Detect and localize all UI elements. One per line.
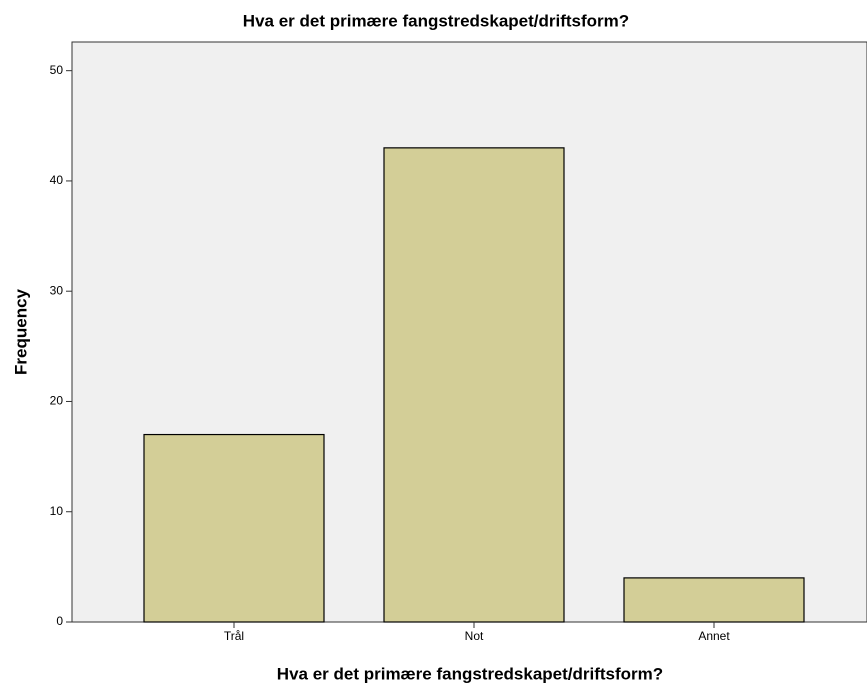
y-tick-label: 50 [50, 63, 64, 77]
bar [143, 433, 325, 623]
bar [383, 147, 565, 623]
x-tick-label: Trål [224, 629, 244, 643]
y-tick-label: 40 [50, 173, 64, 187]
x-tick-label: Not [465, 629, 484, 643]
y-tick-label: 30 [50, 283, 64, 297]
x-tick-label: Annet [698, 629, 730, 643]
y-tick-label: 0 [56, 614, 63, 628]
x-axis-label: Hva er det primære fangstredskapet/drift… [277, 664, 663, 683]
y-tick-label: 10 [50, 504, 64, 518]
bar [623, 577, 805, 623]
y-tick-label: 20 [50, 394, 64, 408]
chart-title: Hva er det primære fangstredskapet/drift… [243, 11, 629, 30]
y-axis-label: Frequency [11, 288, 30, 375]
